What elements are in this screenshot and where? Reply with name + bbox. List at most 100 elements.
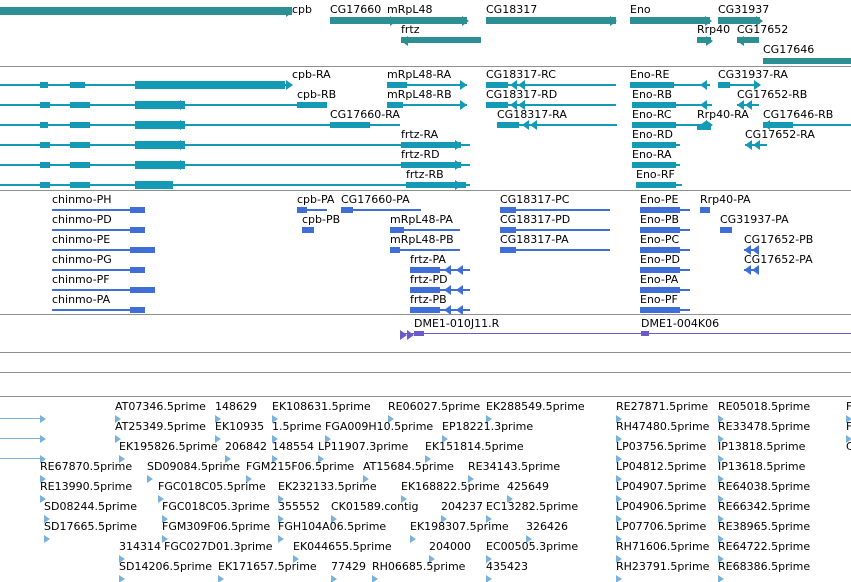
est-label[interactable]: FGM215F06.5prime xyxy=(246,460,355,473)
strand-arrow-right-icon xyxy=(754,80,761,90)
est-label[interactable]: 435423 xyxy=(486,560,528,573)
strand-arrow-right-icon xyxy=(363,475,369,483)
track-separator xyxy=(0,190,851,191)
transcript-exon-block xyxy=(40,122,48,128)
strand-arrow-right-icon xyxy=(40,475,46,483)
est-label[interactable]: RH23791.5prime xyxy=(616,560,710,573)
est-label[interactable]: 148629 xyxy=(215,400,257,413)
transcript-exon-block xyxy=(135,141,185,149)
strand-arrow-right-icon xyxy=(331,575,337,582)
protein-exon-block xyxy=(390,247,400,253)
est-label[interactable]: 77429 xyxy=(331,560,366,573)
est-label[interactable]: EC00505.3prime xyxy=(486,540,579,553)
est-label[interactable]: SD08244.5prime xyxy=(44,500,137,513)
est-label[interactable]: EC13282.5prime xyxy=(486,500,579,513)
est-label[interactable]: C xyxy=(846,440,851,453)
est-label[interactable]: FGC018C05.3prime xyxy=(162,500,270,513)
est-label[interactable]: 1.5prime xyxy=(272,420,322,433)
est-label[interactable]: FGA009H10.5prime xyxy=(325,420,434,433)
est-label[interactable]: 425649 xyxy=(507,480,549,493)
est-label[interactable]: RE33478.5prime xyxy=(718,420,811,433)
est-label[interactable]: RH71606.5prime xyxy=(616,540,710,553)
strand-arrow-left-icon xyxy=(752,245,759,255)
est-label[interactable]: EK232133.5prime xyxy=(278,480,377,493)
strand-arrow-right-icon xyxy=(180,100,187,110)
est-label[interactable]: FGM309F06.5prime xyxy=(162,520,271,533)
est-label[interactable]: IP13618.5prime xyxy=(718,460,806,473)
est-label[interactable]: EK171657.5prime xyxy=(218,560,317,573)
est-label[interactable]: EK195826.5prime xyxy=(119,440,218,453)
strand-arrow-left-icon xyxy=(744,245,751,255)
est-label[interactable]: LP11907.3prime xyxy=(318,440,409,453)
est-label[interactable]: RE27871.5prime xyxy=(616,400,709,413)
est-label[interactable]: 206842 xyxy=(225,440,267,453)
est-label[interactable]: RE68386.5prime xyxy=(718,560,811,573)
est-label[interactable]: EP18221.3prime xyxy=(442,420,534,433)
est-label[interactable]: EK168822.5prime xyxy=(401,480,500,493)
est-label[interactable]: AT15684.5prime xyxy=(363,460,454,473)
transcript-label: frtz-RA xyxy=(401,128,439,141)
protein-label: Eno-PB xyxy=(640,213,680,226)
est-label[interactable]: EK198307.5prime xyxy=(410,520,509,533)
est-label[interactable]: RE06027.5prime xyxy=(388,400,481,413)
transcript-exon-block xyxy=(40,162,50,168)
est-label[interactable]: SD17665.5prime xyxy=(44,520,137,533)
strand-arrow-right-icon xyxy=(119,575,125,582)
est-label[interactable]: RE64722.5prime xyxy=(718,540,811,553)
strand-arrow-right-icon xyxy=(372,575,378,582)
est-label[interactable]: EK151814.5prime xyxy=(425,440,524,453)
est-label[interactable]: CK01589.contig xyxy=(331,500,419,513)
transcript-exon-block xyxy=(387,102,403,108)
est-label[interactable]: LP04812.5prime xyxy=(616,460,707,473)
est-label[interactable]: SD14206.5prime xyxy=(119,560,212,573)
est-label[interactable]: 148554 xyxy=(272,440,314,453)
est-label[interactable]: EK108631.5prime xyxy=(272,400,371,413)
transcript-label: CG17652-RA xyxy=(745,128,815,141)
est-label[interactable]: EK044655.5prime xyxy=(293,540,392,553)
strand-arrow-right-icon xyxy=(616,435,622,443)
est-label[interactable]: 204000 xyxy=(429,540,471,553)
est-label[interactable]: RE66342.5prime xyxy=(718,500,811,513)
est-label[interactable]: LP04906.5prime xyxy=(616,500,707,513)
transcript-label: CG17652-RB xyxy=(737,88,808,101)
est-label[interactable]: RE38965.5prime xyxy=(718,520,811,533)
clone-exon-block xyxy=(414,331,424,336)
transcript-exon-block xyxy=(406,182,466,188)
transcript-label: cpb-RB xyxy=(297,88,337,101)
est-label[interactable]: 204237 xyxy=(441,500,483,513)
est-label[interactable]: F xyxy=(846,400,851,413)
protein-label: mRpL48-PA xyxy=(390,213,453,226)
est-label[interactable]: F xyxy=(846,420,851,433)
transcript-exon-block xyxy=(632,162,676,168)
est-label[interactable]: FGH104A06.5prime xyxy=(278,520,387,533)
strand-arrow-right-icon xyxy=(486,415,492,423)
est-label[interactable]: RH06685.5prime xyxy=(372,560,466,573)
est-label[interactable]: RE34143.5prime xyxy=(468,460,561,473)
est-label[interactable]: RE05018.5prime xyxy=(718,400,811,413)
est-label[interactable]: RE67870.5prime xyxy=(40,460,133,473)
strand-arrow-right-icon xyxy=(442,435,448,443)
est-label[interactable]: 326426 xyxy=(526,520,568,533)
est-label[interactable]: RE64038.5prime xyxy=(718,480,811,493)
est-label[interactable]: FGC027D01.3prime xyxy=(164,540,273,553)
est-label[interactable]: SD09084.5prime xyxy=(147,460,240,473)
est-label[interactable]: LP04907.5prime xyxy=(616,480,707,493)
est-label[interactable]: LP07706.5prime xyxy=(616,520,707,533)
est-label[interactable]: EK288549.5prime xyxy=(486,400,585,413)
est-label[interactable]: AT07346.5prime xyxy=(115,400,206,413)
est-label[interactable]: IP13818.5prime xyxy=(718,440,806,453)
est-label[interactable]: 314314 xyxy=(119,540,161,553)
est-label[interactable]: LP03756.5prime xyxy=(616,440,707,453)
strand-arrow-left-icon xyxy=(518,100,525,110)
est-label[interactable]: FGC018C05.5prime xyxy=(158,480,266,493)
est-label[interactable]: AT25349.5prime xyxy=(115,420,206,433)
protein-exon-block xyxy=(640,247,680,253)
clone-intron-line xyxy=(400,333,851,334)
strand-arrow-right-icon xyxy=(115,435,121,443)
est-label[interactable]: RH47480.5prime xyxy=(616,420,710,433)
est-label[interactable]: RE13990.5prime xyxy=(40,480,133,493)
est-label[interactable]: 355552 xyxy=(278,500,320,513)
est-label[interactable]: EK10935 xyxy=(215,420,265,433)
strand-arrow-right-icon xyxy=(455,160,462,170)
